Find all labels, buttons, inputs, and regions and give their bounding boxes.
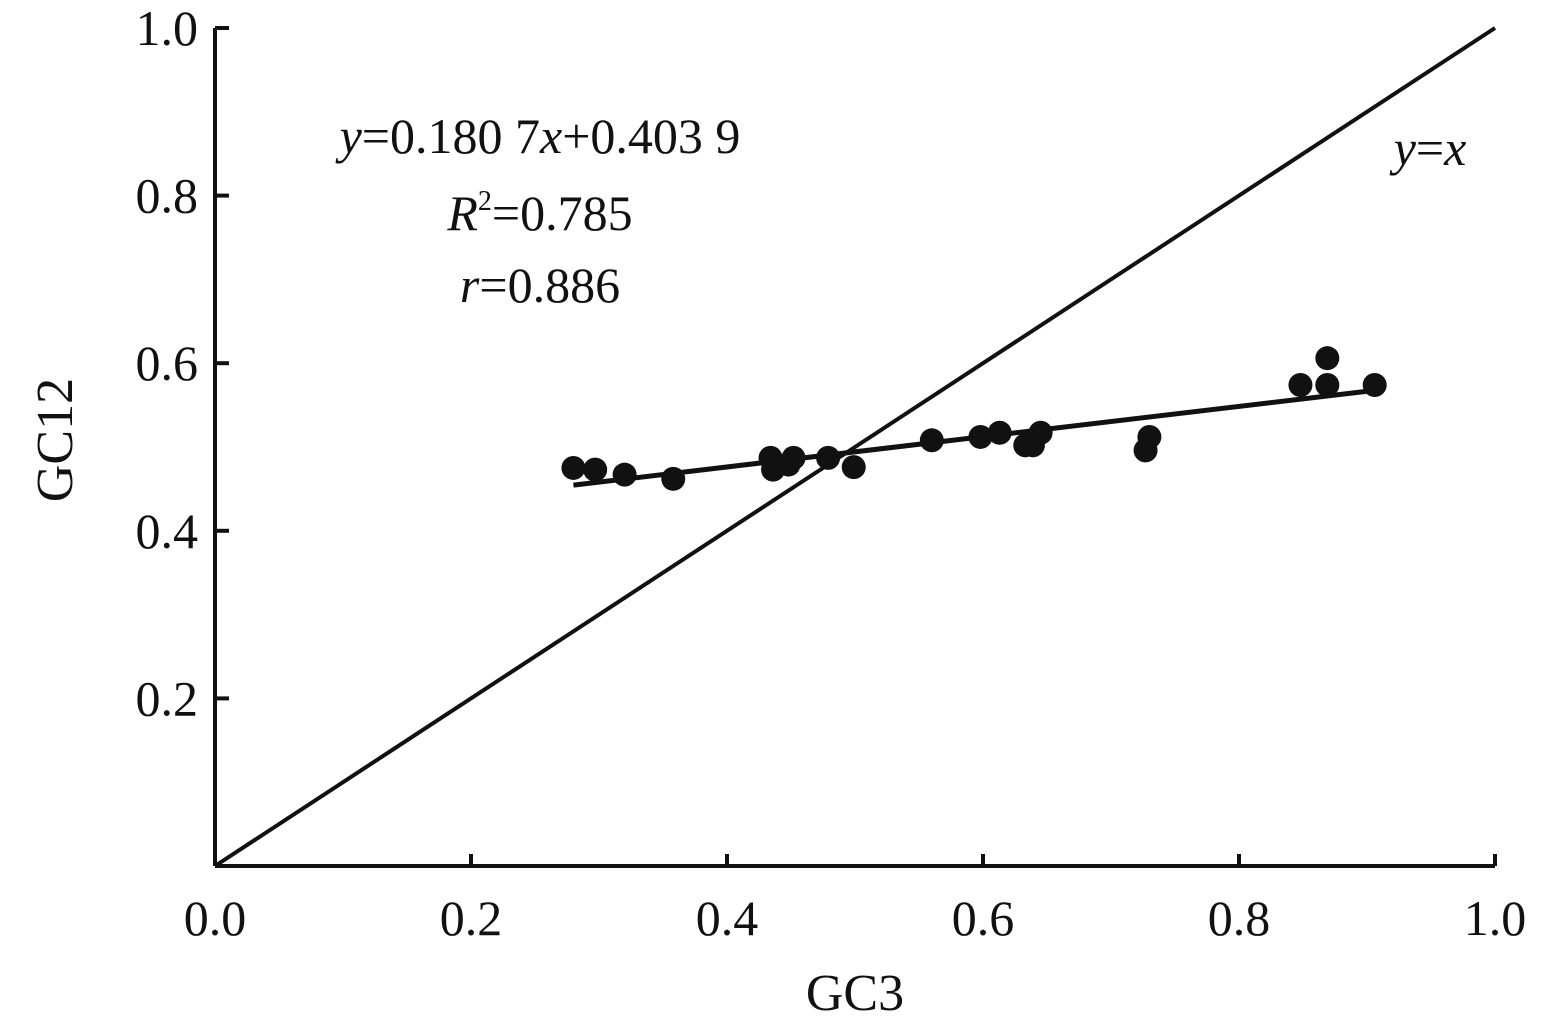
y-equals-x-label: y=x xyxy=(1389,120,1467,176)
x-tick-label: 0.2 xyxy=(440,890,503,946)
y-axis-label: GC12 xyxy=(27,378,84,502)
data-point xyxy=(661,466,686,491)
x-tick-label: 0.6 xyxy=(952,890,1015,946)
data-point xyxy=(1137,424,1162,449)
data-points xyxy=(561,346,1387,491)
data-point xyxy=(1362,372,1387,397)
r-label: r=0.886 xyxy=(460,257,620,313)
axes: 0.0 0.2 0.4 0.6 0.8 1.0 0.2 0.4 0.6 0.8 1.0 xyxy=(136,0,1527,946)
y-tick-label: 0.4 xyxy=(136,503,199,559)
data-point xyxy=(781,445,806,470)
x-axis-label: GC3 xyxy=(806,965,904,1016)
data-point xyxy=(987,420,1012,445)
reference-line-y-equals-x xyxy=(213,26,1497,868)
y-tick-label: 1.0 xyxy=(136,0,199,56)
x-tick-label: 0.8 xyxy=(1208,890,1271,946)
data-point xyxy=(1028,420,1053,445)
data-point xyxy=(841,455,866,480)
y-tick-label: 0.6 xyxy=(136,335,199,391)
data-point xyxy=(1315,372,1340,397)
data-point xyxy=(1288,372,1313,397)
data-point xyxy=(816,445,841,470)
x-tick-label: 0.0 xyxy=(184,890,247,946)
data-point xyxy=(561,455,586,480)
regression-equation: y=0.180 7x+0.403 9 xyxy=(335,108,741,164)
data-point xyxy=(1315,346,1340,371)
y-tick-label: 0.2 xyxy=(136,670,199,726)
data-point xyxy=(968,424,993,449)
data-point xyxy=(612,462,637,487)
x-tick-label: 1.0 xyxy=(1464,890,1527,946)
y-tick-label: 0.8 xyxy=(136,168,199,224)
r-squared-label: R2=0.785 xyxy=(446,185,632,241)
data-point xyxy=(583,457,608,482)
x-tick-label: 0.4 xyxy=(696,890,759,946)
data-point xyxy=(919,428,944,453)
